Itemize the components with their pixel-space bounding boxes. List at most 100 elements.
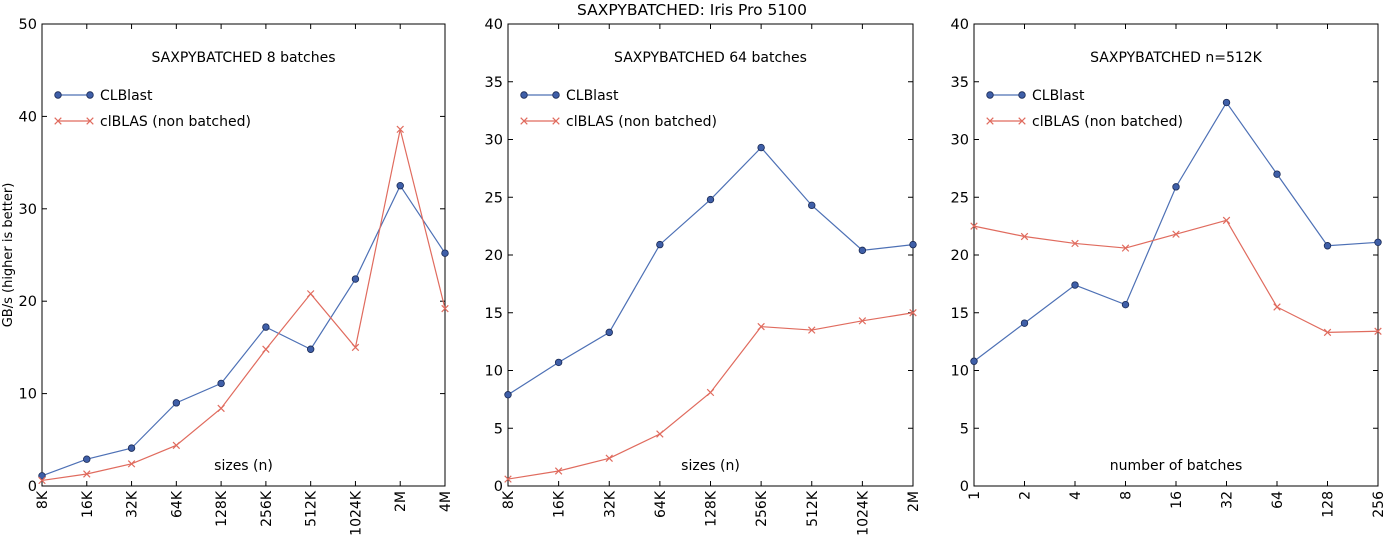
y-tick-label: 20 (19, 294, 37, 310)
x-axis-label: sizes (n) (681, 458, 740, 474)
y-tick-label: 0 (494, 479, 503, 495)
legend-label: clBLAS (non batched) (100, 114, 251, 130)
legend: CLBlast clBLAS (non batched) (520, 88, 717, 130)
y-tick-label: 35 (485, 75, 503, 91)
x-tick-label: 64 (1270, 491, 1286, 509)
x-tick-label: 128K (704, 490, 720, 527)
series-line (41, 129, 446, 482)
data-point (306, 290, 315, 298)
legend-marker (552, 117, 560, 125)
x-tick-label: 128K (214, 490, 230, 527)
series-clblast (970, 98, 1382, 365)
data-point (1172, 183, 1180, 191)
data-point (172, 441, 181, 450)
x-tick-label: 2M (393, 491, 409, 512)
x-tick-label: 2M (906, 491, 922, 512)
legend-marker (54, 117, 62, 125)
data-point (1121, 300, 1130, 309)
data-point (706, 388, 715, 397)
data-point (441, 304, 449, 313)
y-tick-label: 15 (951, 306, 969, 322)
data-point (1323, 242, 1332, 250)
panel-title: SAXPYBATCHED 64 batches (614, 50, 807, 66)
series-line (41, 184, 446, 477)
x-axis-label: number of batches (1110, 458, 1242, 474)
y-tick-label: 30 (485, 133, 503, 149)
x-tick-label: 256K (754, 490, 770, 527)
data-point (656, 240, 664, 249)
figure-title: SAXPYBATCHED: Iris Pro 5100 (577, 1, 807, 19)
y-tick-label: 0 (960, 479, 969, 495)
data-point (262, 323, 270, 331)
data-point (605, 328, 613, 337)
y-tick-label: 0 (28, 479, 37, 495)
y-tick-label: 20 (951, 248, 969, 264)
data-point (83, 455, 91, 463)
x-tick-label: 1024K (855, 490, 871, 536)
data-point (757, 143, 765, 152)
data-point (757, 322, 765, 331)
data-point (554, 358, 563, 367)
legend-marker (1018, 91, 1026, 99)
data-point (396, 181, 404, 190)
series-clblas (504, 309, 917, 483)
data-point (1374, 238, 1382, 246)
x-tick-label: 64K (653, 490, 669, 518)
data-point (858, 317, 867, 325)
data-point (172, 399, 181, 407)
chart-panel-1: 0 10 20 30 40 50 8K 16K 32K 64K 128K 256K 512K 1024K 2… (19, 17, 454, 536)
legend-label: CLBlast (1032, 88, 1085, 104)
data-point (127, 460, 136, 468)
y-tick-label: 5 (494, 421, 503, 437)
series-clblas (38, 125, 449, 485)
data-point (605, 454, 613, 463)
data-point (1071, 239, 1079, 248)
y-tick-label: 10 (951, 364, 969, 380)
data-point (970, 357, 978, 365)
data-point (351, 275, 360, 283)
data-point (858, 246, 867, 255)
x-tick-label: 8 (1119, 491, 1135, 500)
y-tick-label: 20 (485, 248, 503, 264)
y-tick-label: 30 (951, 133, 969, 149)
data-point (217, 404, 225, 413)
series-clblast (38, 181, 449, 480)
legend-label: CLBlast (566, 88, 619, 104)
legend-marker (54, 91, 62, 99)
panel-title: SAXPYBATCHED n=512K (1090, 50, 1263, 66)
data-point (1020, 232, 1029, 241)
data-point (1273, 303, 1281, 311)
y-axis-label: GB/s (higher is better) (1, 183, 16, 328)
data-point (504, 391, 512, 399)
legend-marker (1018, 117, 1026, 125)
panel-title: SAXPYBATCHED 8 batches (152, 50, 336, 66)
legend-marker (520, 117, 528, 125)
data-point (83, 470, 91, 478)
x-tick-label: 512K (304, 490, 320, 527)
data-point (1071, 281, 1079, 289)
y-tick-label: 5 (960, 421, 969, 437)
series-line (973, 101, 1379, 362)
x-tick-label: 1024K (348, 490, 364, 536)
data-point (808, 326, 816, 334)
x-tick-label: 32K (602, 490, 618, 518)
x-tick-label: 32 (1220, 491, 1236, 509)
legend: CLBlast clBLAS (non batched) (54, 88, 251, 130)
data-point (38, 476, 46, 485)
y-tick-label: 10 (485, 364, 503, 380)
data-point (808, 201, 816, 210)
x-tick-label: 4M (438, 491, 454, 512)
x-tick-label: 32K (125, 490, 141, 518)
x-tick-label: 256K (259, 490, 275, 527)
y-tick-label: 40 (951, 17, 969, 33)
data-point (1172, 230, 1180, 238)
x-tick-label: 1 (967, 491, 983, 500)
data-point (706, 195, 715, 204)
data-point (396, 125, 404, 134)
x-tick-label: 128 (1321, 491, 1337, 518)
data-point (38, 472, 46, 480)
legend-marker (86, 117, 94, 125)
y-tick-label: 40 (19, 109, 37, 125)
x-tick-label: 16K (552, 490, 568, 518)
